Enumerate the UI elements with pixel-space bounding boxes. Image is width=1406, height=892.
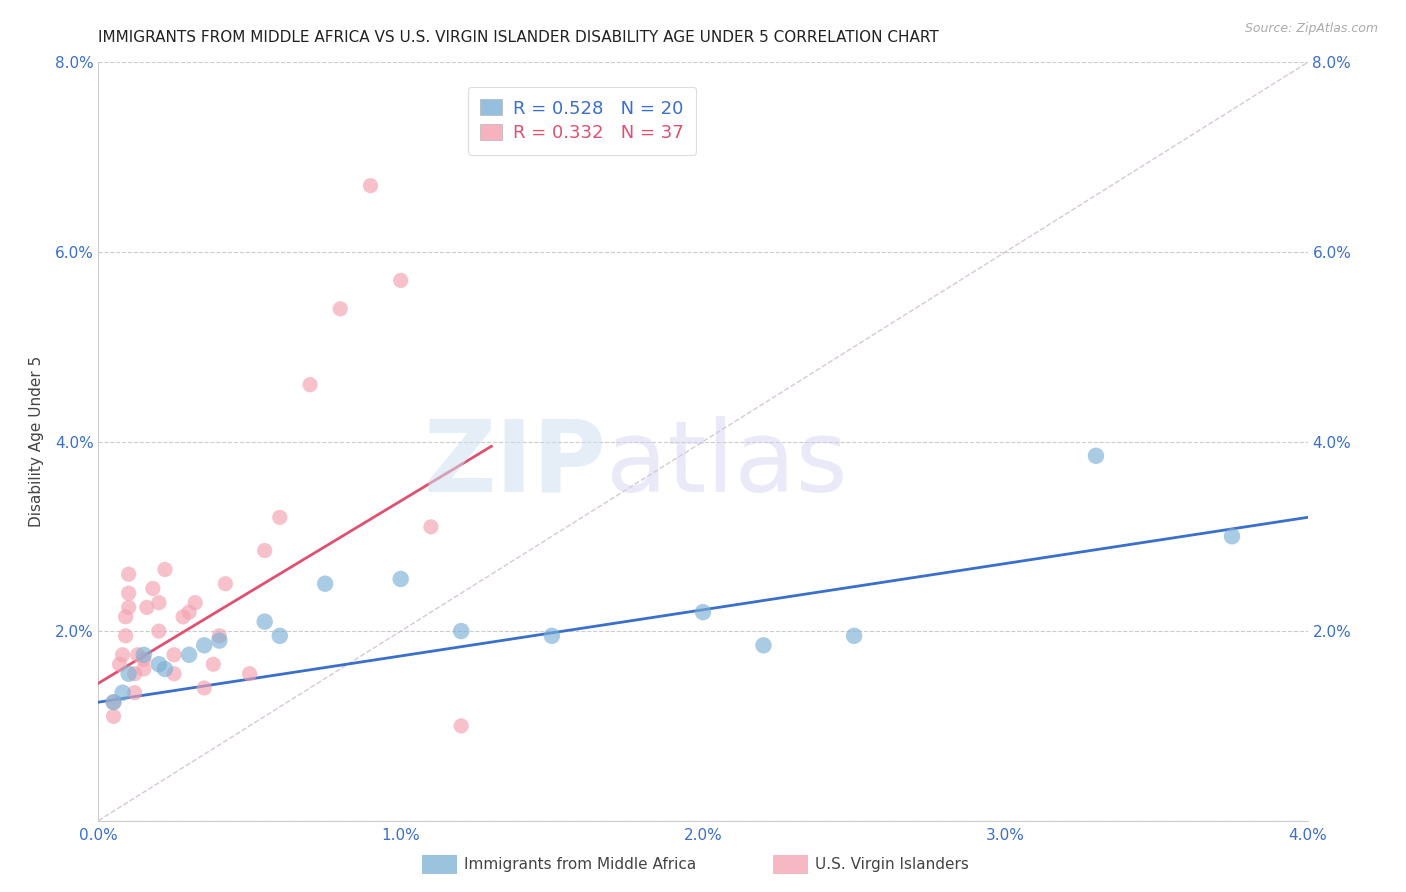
Point [208, 629, 231, 643]
Point [153, 562, 176, 576]
Point [114, 610, 136, 624]
Point [269, 629, 291, 643]
Text: Immigrants from Middle Africa: Immigrants from Middle Africa [464, 857, 696, 871]
Point [450, 719, 472, 733]
Point [314, 576, 336, 591]
Point [124, 666, 146, 681]
Point [108, 657, 131, 672]
Text: Source: ZipAtlas.com: Source: ZipAtlas.com [1244, 22, 1378, 36]
Point [1085, 449, 1108, 463]
Point [420, 520, 443, 534]
Point [844, 629, 866, 643]
Text: atlas: atlas [606, 416, 848, 513]
Point [540, 629, 562, 643]
Point [360, 178, 382, 193]
Point [118, 666, 141, 681]
Point [153, 662, 176, 676]
Point [389, 273, 412, 287]
Text: ZIP: ZIP [423, 416, 606, 513]
Point [1220, 529, 1243, 543]
Point [184, 596, 207, 610]
Point [132, 652, 155, 666]
Point [692, 605, 714, 619]
Point [202, 657, 225, 672]
Y-axis label: Disability Age Under 5: Disability Age Under 5 [28, 356, 44, 527]
Text: IMMIGRANTS FROM MIDDLE AFRICA VS U.S. VIRGIN ISLANDER DISABILITY AGE UNDER 5 COR: IMMIGRANTS FROM MIDDLE AFRICA VS U.S. VI… [98, 29, 939, 45]
Point [142, 582, 165, 596]
Point [389, 572, 412, 586]
Point [253, 615, 276, 629]
Point [752, 638, 775, 652]
Point [269, 510, 291, 524]
Point [148, 624, 170, 639]
Point [118, 567, 141, 582]
Point [179, 648, 201, 662]
Point [132, 648, 155, 662]
Point [111, 648, 134, 662]
Point [135, 600, 157, 615]
Text: U.S. Virgin Islanders: U.S. Virgin Islanders [815, 857, 969, 871]
Point [193, 681, 215, 695]
Point [103, 709, 125, 723]
Point [299, 377, 322, 392]
Point [118, 586, 141, 600]
Point [103, 695, 125, 709]
Point [111, 686, 134, 700]
Point [450, 624, 472, 639]
Point [132, 662, 155, 676]
Point [103, 695, 125, 709]
Point [118, 600, 141, 615]
Point [214, 576, 236, 591]
Point [163, 648, 186, 662]
Point [172, 610, 194, 624]
Point [124, 686, 146, 700]
Point [208, 633, 231, 648]
Point [179, 605, 201, 619]
Point [163, 666, 186, 681]
Point [114, 629, 136, 643]
Point [239, 666, 262, 681]
Point [148, 657, 170, 672]
Legend: R = 0.528   N = 20, R = 0.332   N = 37: R = 0.528 N = 20, R = 0.332 N = 37 [468, 87, 696, 154]
Point [127, 648, 149, 662]
Point [329, 301, 352, 316]
Point [193, 638, 215, 652]
Point [148, 596, 170, 610]
Point [253, 543, 276, 558]
